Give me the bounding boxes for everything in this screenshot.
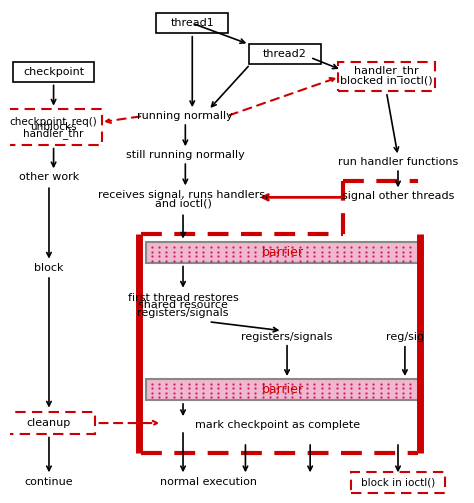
- Bar: [338, 62, 435, 92]
- Bar: [146, 379, 419, 400]
- Text: checkpoint_req(): checkpoint_req(): [9, 116, 98, 127]
- Text: registers/signals: registers/signals: [241, 332, 333, 342]
- Text: block: block: [34, 263, 64, 273]
- Bar: [156, 13, 228, 33]
- Text: other work: other work: [19, 172, 79, 182]
- Text: first thread restores: first thread restores: [128, 293, 238, 303]
- Bar: [3, 412, 95, 434]
- Text: handler_thr: handler_thr: [354, 65, 419, 76]
- Text: handler_thr: handler_thr: [23, 128, 84, 138]
- Text: and ioctl(): and ioctl(): [155, 198, 211, 208]
- Text: barrier: barrier: [262, 383, 303, 396]
- Text: thread2: thread2: [263, 49, 307, 59]
- Bar: [351, 472, 446, 493]
- Text: cleanup: cleanup: [27, 418, 71, 428]
- Bar: [146, 242, 419, 263]
- Text: checkpoint: checkpoint: [23, 67, 84, 77]
- Text: normal execution: normal execution: [160, 477, 257, 487]
- Text: unblocks: unblocks: [30, 122, 77, 132]
- Text: running normally: running normally: [137, 111, 233, 121]
- Text: block in ioctl(): block in ioctl(): [361, 477, 435, 487]
- Text: barrier: barrier: [262, 246, 303, 259]
- Bar: [5, 109, 102, 145]
- Bar: [249, 44, 320, 64]
- Text: reg/sig: reg/sig: [386, 332, 424, 342]
- Text: run handler functions: run handler functions: [338, 157, 458, 167]
- Text: registers/signals: registers/signals: [137, 308, 229, 318]
- Text: signal other threads: signal other threads: [342, 191, 454, 201]
- Text: shared resource: shared resource: [138, 300, 228, 310]
- Text: still running normally: still running normally: [126, 150, 245, 160]
- Text: thread1: thread1: [170, 18, 214, 28]
- Text: blocked in ioctl(): blocked in ioctl(): [340, 76, 433, 86]
- Text: mark checkpoint as complete: mark checkpoint as complete: [195, 420, 360, 430]
- Bar: [13, 62, 94, 82]
- Text: receives signal, runs handlers,: receives signal, runs handlers,: [98, 190, 268, 200]
- Text: continue: continue: [25, 477, 73, 487]
